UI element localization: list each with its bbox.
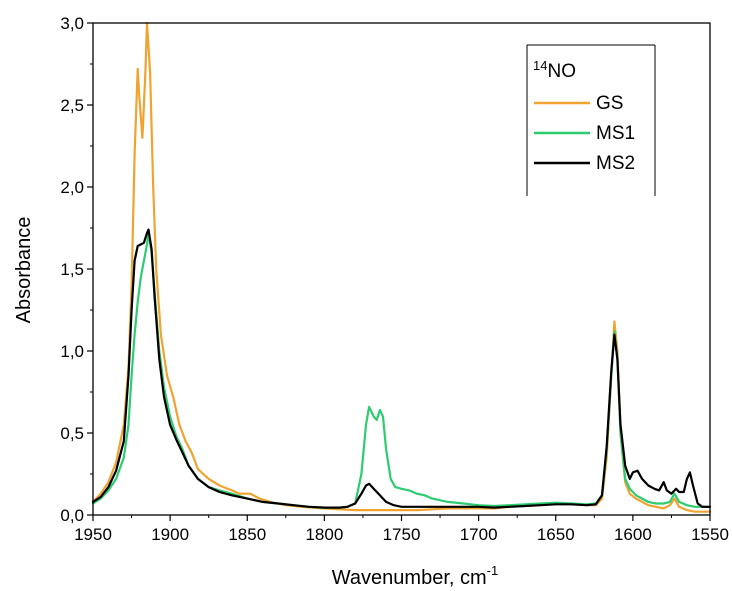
legend-title-superscript: 14: [533, 58, 547, 73]
legend: 14NO GS MS1 MS2: [526, 44, 656, 196]
x-tick-label: 1650: [537, 525, 575, 544]
series-line-gs: [91, 21, 712, 513]
y-tick-label: 3,0: [60, 14, 84, 33]
x-tick-label: 1550: [691, 525, 729, 544]
x-tick-label: 1850: [228, 525, 266, 544]
x-tick-label: 1950: [74, 525, 112, 544]
x-axis-title: Wavenumber, cm-1: [332, 563, 498, 589]
x-axis-title-superscript: -1: [487, 563, 499, 578]
y-tick-label: 1,0: [60, 342, 84, 361]
y-tick-label: 2,5: [60, 96, 84, 115]
x-tick-label: 1600: [614, 525, 652, 544]
x-tick-label: 1750: [383, 525, 421, 544]
x-axis-title-main: Wavenumber, cm: [332, 567, 487, 589]
legend-entries: GS MS1 MS2: [534, 93, 635, 174]
legend-label-gs: GS: [596, 93, 623, 114]
series-line-ms2: [91, 228, 712, 509]
x-axis-ticks: 1950 1900 1850 1800 1750 1700 1650 1600 1550: [74, 515, 729, 544]
legend-title-text: NO: [547, 61, 576, 82]
legend-title: 14NO: [533, 58, 576, 82]
y-tick-label: 1,5: [60, 260, 84, 279]
y-tick-label: 0,5: [60, 424, 84, 443]
legend-label-ms2: MS2: [596, 153, 635, 174]
y-tick-label: 0,0: [60, 506, 84, 525]
series-layer: [91, 21, 712, 513]
legend-label-ms1: MS1: [596, 123, 635, 144]
x-tick-label: 1900: [151, 525, 189, 544]
y-axis-ticks: 0,0 0,5 1,0 1,5 2,0 2,5 3,0: [60, 14, 93, 525]
y-axis-title: Absorbance: [13, 217, 35, 324]
y-tick-label: 2,0: [60, 178, 84, 197]
x-tick-label: 1700: [460, 525, 498, 544]
x-tick-label: 1800: [305, 525, 343, 544]
